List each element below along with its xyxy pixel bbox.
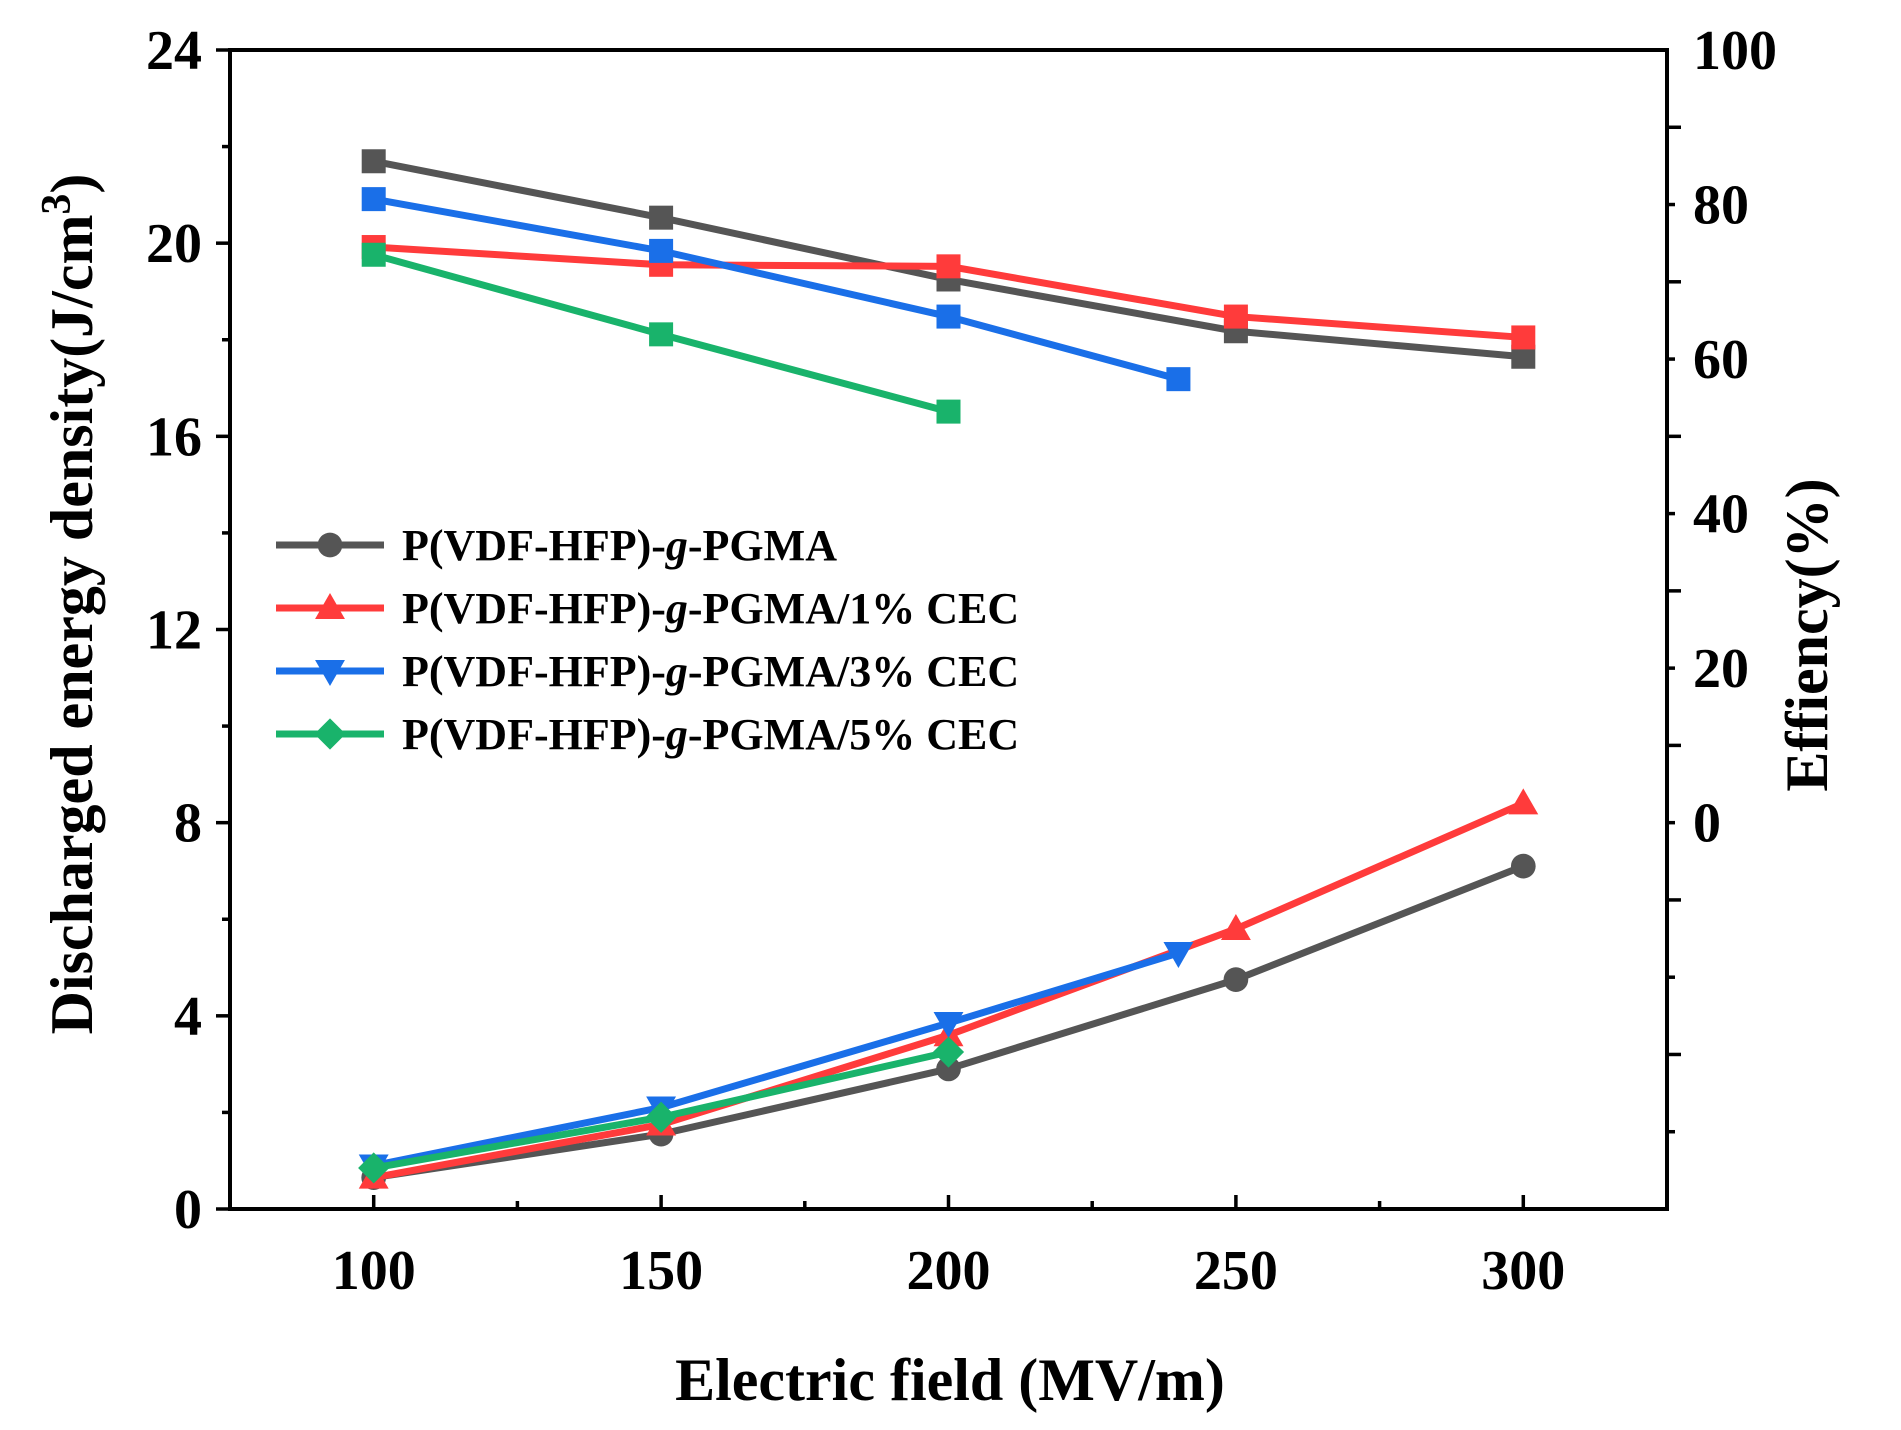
legend-marker-4 (314, 718, 346, 750)
y-tick-label-2: 4 (174, 986, 202, 1048)
x-axis-title: Electric field (MV/m) (675, 1347, 1225, 1413)
legend-label-italic: g (665, 710, 688, 759)
x-tick-label-5: 300 (1481, 1240, 1565, 1302)
legend-label-part: -PGMA (688, 521, 837, 570)
legend-label-italic: g (665, 521, 688, 570)
efficiency-point-series-2-4 (1223, 304, 1248, 329)
y2-tick-label-6: 100 (1693, 20, 1777, 82)
efficiency-point-series-2-5 (1511, 325, 1536, 350)
energy-line-series-2 (373, 800, 1525, 1182)
y-tick-label-3: 8 (174, 793, 202, 855)
legend-marker-2 (315, 593, 345, 620)
energy-point-series-4-1 (358, 1152, 390, 1184)
efficiency-point-series-2-3 (936, 254, 961, 279)
legend-marker-1 (317, 532, 343, 558)
legend-label-1: P(VDF-HFP)-g-PGMA (402, 521, 837, 570)
energy-point-series-3-3 (933, 1012, 964, 1039)
legend-label-part: -PGMA/1% CEC (688, 584, 1019, 633)
y2-tick-label-1: 0 (1693, 793, 1721, 855)
energy-point-series-1-5 (1510, 853, 1536, 879)
energy-point-series-2-4 (1220, 913, 1251, 940)
energy-point-series-4-2 (645, 1101, 677, 1133)
efficiency-line-series-3 (373, 195, 1180, 383)
energy-point-series-2-5 (1508, 788, 1539, 815)
efficiency-point-series-3-4 (1166, 367, 1191, 392)
axes: 100 150 200 250 300 0 4 8 12 16 20 24 0 20 40 60 80 100 (146, 20, 1777, 1302)
legend-label-italic: g (665, 584, 688, 633)
legend-label-part: P(VDF-HFP)- (402, 584, 666, 633)
x-tick-label-4: 250 (1194, 1240, 1278, 1302)
y2-tick-label-3: 40 (1693, 484, 1749, 546)
y-tick-label-4: 12 (146, 600, 202, 662)
efficiency-point-series-1-1 (361, 149, 386, 174)
efficiency-point-series-3-1 (361, 187, 386, 212)
energy-line-series-3 (373, 949, 1180, 1169)
y2-tick-label-4: 60 (1693, 329, 1749, 391)
x-tick-label-3: 200 (907, 1240, 991, 1302)
energy-point-series-4-3 (932, 1036, 965, 1068)
y-tick-label-6: 20 (146, 213, 202, 275)
energy-point-series-1-4 (1223, 967, 1249, 992)
legend-label-part: -PGMA/5% CEC (688, 710, 1019, 759)
legend-label-part: P(VDF-HFP)- (402, 521, 666, 570)
legend-label-part: P(VDF-HFP)- (402, 710, 666, 759)
y-tick-label-1: 0 (174, 1179, 202, 1241)
energy-point-series-1-3 (936, 1056, 961, 1082)
plot-area (358, 149, 1539, 1190)
efficiency-point-series-1-2 (649, 205, 674, 230)
legend-label-4: P(VDF-HFP)-g-PGMA/5% CEC (402, 710, 1019, 759)
legend-label-2: P(VDF-HFP)-g-PGMA/1% CEC (402, 584, 1019, 633)
y2-tick-label-5: 80 (1693, 175, 1749, 237)
legend-label-italic: g (665, 647, 688, 696)
efficiency-point-series-4-2 (649, 322, 674, 347)
legend-label-part: P(VDF-HFP)- (402, 647, 666, 696)
y-axis-title-suffix: ) (39, 174, 105, 194)
legend-marker-3 (315, 659, 345, 686)
x-tick-label-2: 150 (619, 1240, 703, 1302)
y2-tick-label-2: 20 (1693, 638, 1749, 700)
y-tick-label-7: 24 (146, 20, 202, 82)
x-tick-label-1: 100 (332, 1240, 416, 1302)
y2-axis-title: Effiency(%) (1774, 478, 1840, 791)
energy-point-series-3-4 (1163, 942, 1194, 969)
legend-label-3: P(VDF-HFP)-g-PGMA/3% CEC (402, 647, 1019, 696)
efficiency-point-series-3-2 (649, 238, 674, 263)
y-axis-title: Discharged energy density(J/cm3) (34, 174, 105, 1035)
legend-label-part: -PGMA/3% CEC (688, 647, 1019, 696)
efficiency-point-series-4-1 (361, 242, 386, 267)
y-axis-title-superscript: 3 (34, 194, 80, 215)
efficiency-point-series-4-3 (936, 399, 961, 424)
y-axis-title-main: Discharged energy density(J/cm (39, 215, 105, 1035)
y-tick-label-5: 16 (146, 406, 202, 468)
efficiency-point-series-3-3 (936, 304, 961, 329)
